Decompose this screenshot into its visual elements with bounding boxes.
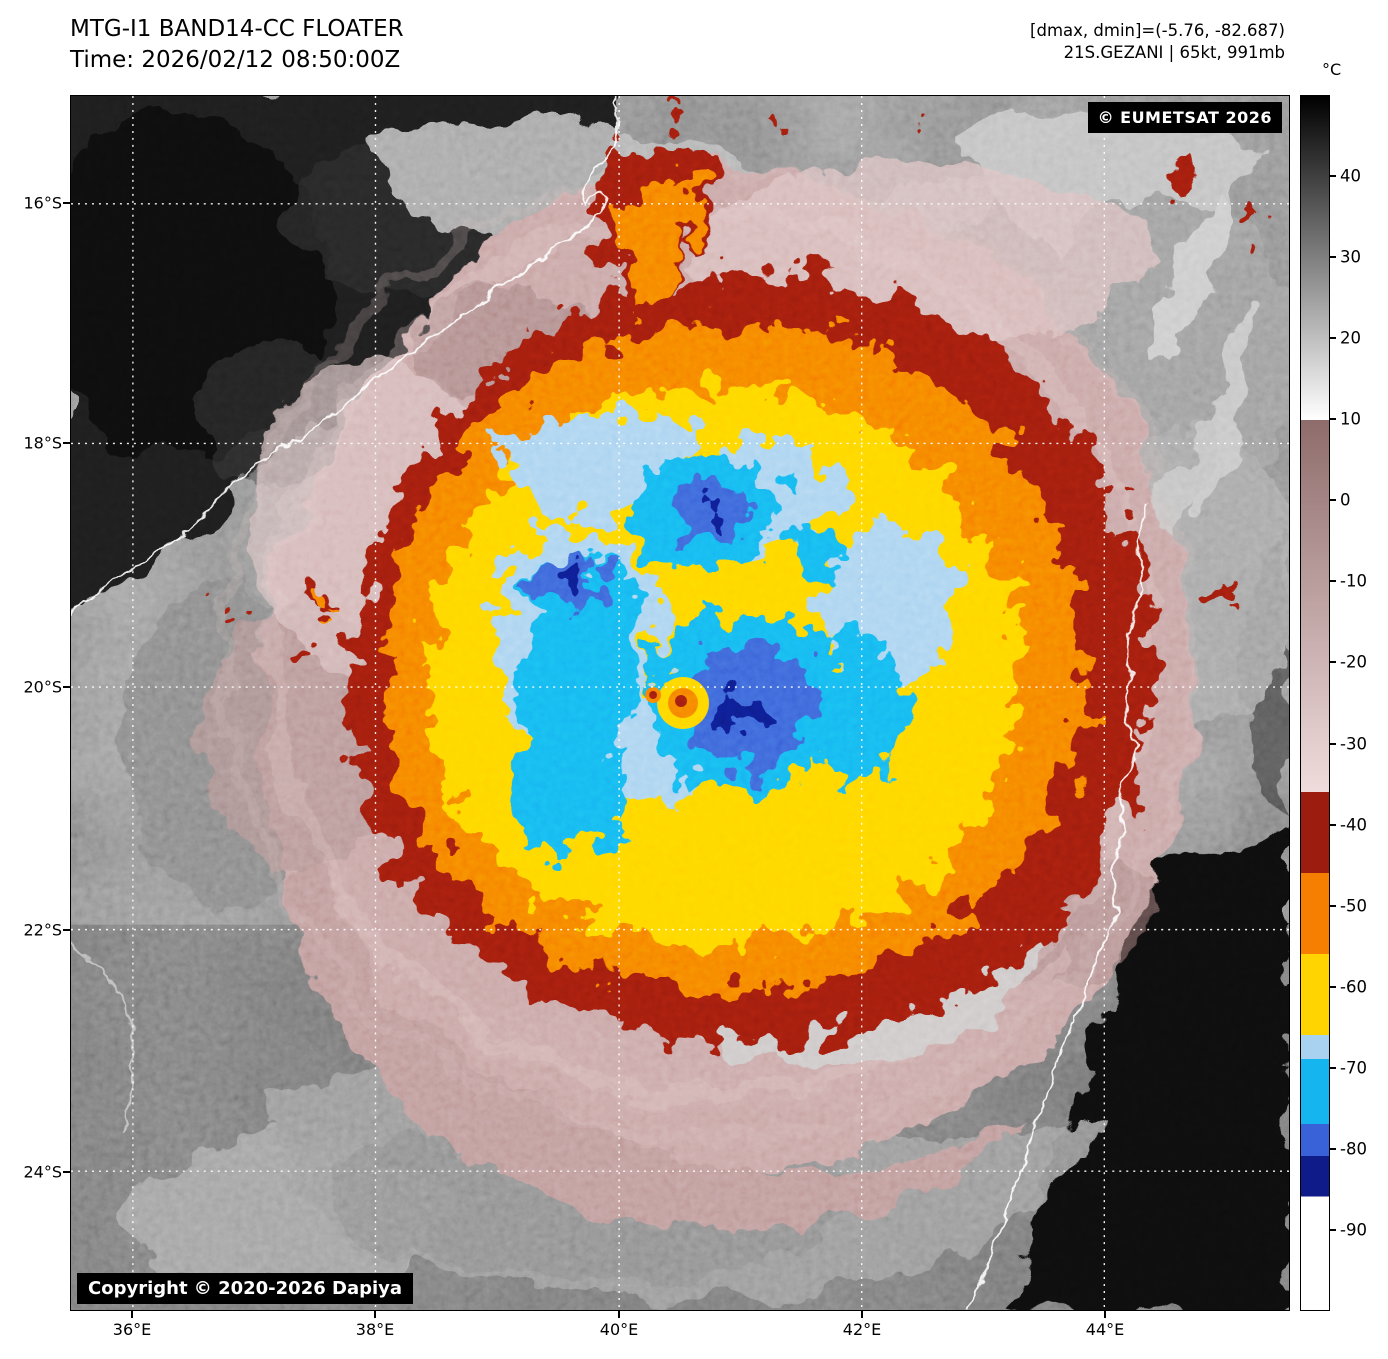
lon-label-42e: 42°E: [842, 1320, 882, 1339]
lon-label-44e: 44°E: [1085, 1320, 1125, 1339]
lat-tick: [63, 202, 70, 204]
product-title: MTG-I1 BAND14-CC FLOATER: [70, 16, 404, 42]
colorbar-tick-label: -50: [1340, 896, 1367, 916]
dmax-dmin-readout: [dmax, dmin]=(-5.76, -82.687): [1030, 21, 1285, 40]
lon-tick: [618, 1311, 620, 1318]
colorbar-tick-label: -30: [1340, 734, 1367, 754]
colorbar-tick-label: -40: [1340, 815, 1367, 835]
colorbar-tick: [1330, 418, 1336, 421]
header-info-block: [dmax, dmin]=(-5.76, -82.687) 21S.GEZANI…: [1030, 20, 1285, 64]
lon-label-38e: 38°E: [355, 1320, 395, 1339]
colorbar-tick-label: -70: [1340, 1058, 1367, 1078]
colorbar-tick: [1330, 256, 1336, 259]
lat-tick: [63, 1171, 70, 1173]
colorbar-tick: [1330, 1066, 1336, 1069]
colorbar-tick-label: 20: [1340, 328, 1361, 348]
colorbar-tick-label: 30: [1340, 247, 1361, 267]
colorbar-tick-label: -60: [1340, 977, 1367, 997]
product-time: Time: 2026/02/12 08:50:00Z: [70, 47, 401, 73]
lat-label-24s: 24°S: [23, 1162, 62, 1182]
lat-tick: [63, 686, 70, 688]
colorbar-tick: [1330, 1147, 1336, 1150]
storm-info: 21S.GEZANI | 65kt, 991mb: [1063, 43, 1285, 62]
satellite-image: [71, 96, 1289, 1310]
satellite-map: © EUMETSAT 2026 Copyright © 2020-2026 Da…: [70, 95, 1290, 1311]
lat-label-16s: 16°S: [23, 193, 62, 213]
lat-tick: [63, 442, 70, 444]
colorbar-tick: [1330, 904, 1336, 907]
colorbar-tick-label: -20: [1340, 652, 1367, 672]
header-title-block: MTG-I1 BAND14-CC FLOATER Time: 2026/02/1…: [70, 14, 404, 76]
colorbar-tick-label: 0: [1340, 490, 1351, 510]
colorbar-tick: [1330, 175, 1336, 178]
lat-label-18s: 18°S: [23, 433, 62, 453]
lat-label-20s: 20°S: [23, 677, 62, 697]
copyright-notice: Copyright © 2020-2026 Dapiya: [77, 1273, 414, 1304]
lon-tick: [131, 1311, 133, 1318]
colorbar-tick: [1330, 823, 1336, 826]
colorbar-tick-label: 10: [1340, 409, 1361, 429]
colorbar-tick-label: -90: [1340, 1220, 1367, 1240]
lat-tick: [63, 929, 70, 931]
lon-tick: [861, 1311, 863, 1318]
colorbar-tick: [1330, 499, 1336, 502]
lat-label-22s: 22°S: [23, 920, 62, 940]
colorbar-tick: [1330, 661, 1336, 664]
lon-tick: [1104, 1311, 1106, 1318]
colorbar-unit-label: °C: [1322, 60, 1342, 79]
lon-tick: [374, 1311, 376, 1318]
coastline: [71, 96, 1149, 1310]
colorbar-tick-label: -80: [1340, 1139, 1367, 1159]
colorbar-tick-label: -10: [1340, 571, 1367, 591]
colorbar-tick: [1330, 742, 1336, 745]
lon-label-40e: 40°E: [599, 1320, 639, 1339]
colorbar-tick-label: 40: [1340, 166, 1361, 186]
colorbar: [1300, 95, 1330, 1311]
colorbar-tick: [1330, 580, 1336, 583]
colorbar-tick: [1330, 337, 1336, 340]
image-grain: [71, 96, 1289, 1310]
eumetsat-credit: © EUMETSAT 2026: [1087, 102, 1282, 133]
colorbar-tick: [1330, 985, 1336, 988]
grid-lines: [71, 96, 1289, 1310]
colorbar-tick: [1330, 1228, 1336, 1231]
lon-label-36e: 36°E: [112, 1320, 152, 1339]
